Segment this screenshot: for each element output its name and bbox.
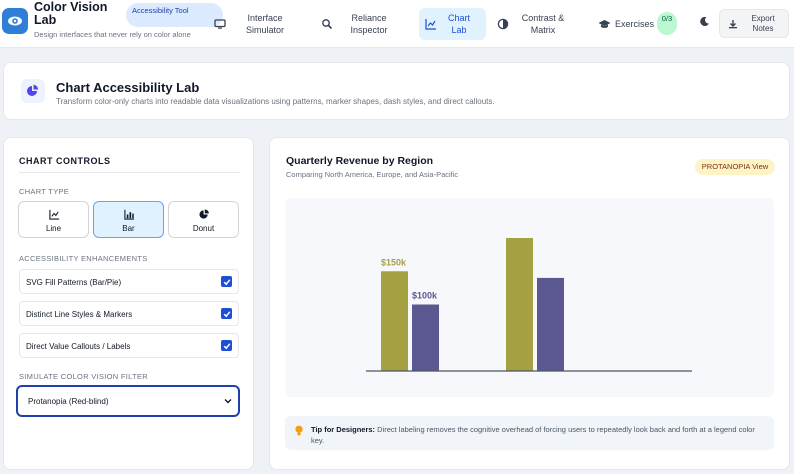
tip-body: Direct labeling removes the cognitive ov… <box>311 425 755 445</box>
chart-type-donut-button[interactable]: Donut <box>168 201 239 238</box>
nav-label: Interface Simulator <box>245 13 284 35</box>
enhancements-label: ACCESSIBILITY ENHANCEMENTS <box>19 254 148 263</box>
eye-logo-icon <box>2 8 28 34</box>
bar-series1-cat2 <box>506 238 533 371</box>
nav-reliance-inspector[interactable]: Reliance Inspector <box>318 8 410 40</box>
moon-icon[interactable] <box>699 16 710 27</box>
nav-label: Chart Lab <box>447 13 470 35</box>
line-chart-icon <box>49 209 60 220</box>
chart-type-label: Bar <box>122 224 135 233</box>
monitor-icon <box>214 19 226 29</box>
toggle-label: Direct Value Callouts / Labels <box>26 342 131 351</box>
fill-patterns-toggle[interactable]: SVG Fill Patterns (Bar/Pie) <box>19 269 239 294</box>
nav-contrast-matrix[interactable]: Contrast & Matrix <box>494 8 578 40</box>
nav-chart-lab[interactable]: Chart Lab <box>419 8 486 40</box>
checkbox-checked[interactable] <box>221 276 232 287</box>
chart-type-label: CHART TYPE <box>19 187 70 196</box>
chart-controls-panel: CHART CONTROLS CHART TYPE Line Bar Donut… <box>3 137 254 470</box>
toggle-label: SVG Fill Patterns (Bar/Pie) <box>26 278 122 287</box>
lightbulb-icon <box>295 425 303 436</box>
chevron-down-icon <box>224 399 232 404</box>
nav-label: Exercises <box>615 19 655 29</box>
search-icon <box>322 19 333 30</box>
contrast-icon <box>497 18 509 30</box>
export-notes-button[interactable]: Export Notes <box>719 9 789 38</box>
color-vision-filter-select[interactable]: Protanopia (Red-blind) <box>16 385 240 417</box>
bar-series2-cat2 <box>537 277 564 371</box>
chart-panel: Quarterly Revenue by Region Comparing No… <box>269 137 790 470</box>
chart-type-label: Donut <box>192 224 215 233</box>
bar-chart-icon <box>124 209 135 220</box>
bar-chart: $150k $100k <box>366 238 692 372</box>
export-notes-label: Export Notes <box>751 13 775 33</box>
nav-interface-simulator[interactable]: Interface Simulator <box>211 8 301 40</box>
lab-banner: Chart Accessibility Lab Transform color-… <box>3 62 790 120</box>
line-styles-toggle[interactable]: Distinct Line Styles & Markers <box>19 301 239 326</box>
nav-label: Contrast & Matrix <box>521 13 565 35</box>
value-callouts-toggle[interactable]: Direct Value Callouts / Labels <box>19 333 239 358</box>
lab-subtitle: Transform color-only charts into readabl… <box>56 97 495 106</box>
pie-chart-icon <box>21 79 45 103</box>
designer-tip: Tip for Designers: Direct labeling remov… <box>285 416 774 450</box>
app-title: Color Vision Lab <box>34 0 108 27</box>
chart-plot-area: $150k $100k <box>285 198 774 397</box>
tip-bold: Tip for Designers: <box>311 425 376 434</box>
download-icon <box>729 19 737 28</box>
chart-title: Quarterly Revenue by Region <box>286 155 434 167</box>
tip-text: Tip for Designers: Direct labeling remov… <box>311 424 761 446</box>
chart-type-line-button[interactable]: Line <box>18 201 89 238</box>
bar-series1-cat1 <box>381 271 408 371</box>
app-subtitle: Design interfaces that never rely on col… <box>34 30 191 39</box>
checkbox-checked[interactable] <box>221 308 232 319</box>
pie-chart-icon <box>199 209 209 219</box>
checkbox-checked[interactable] <box>221 340 232 351</box>
nav-label: Reliance Inspector <box>350 13 388 35</box>
controls-heading: CHART CONTROLS <box>19 156 111 166</box>
bar-value-label: $150k <box>381 257 407 267</box>
nav-exercises[interactable]: Exercises <box>596 8 654 40</box>
graduation-cap-icon <box>598 20 611 28</box>
filter-selected-value: Protanopia (Red-blind) <box>28 397 109 406</box>
accessibility-tool-badge: Accessibility Tool <box>126 3 223 27</box>
bar-series2-cat1 <box>412 304 439 371</box>
divider <box>19 172 240 173</box>
chart-subtitle: Comparing North America, Europe, and Asi… <box>286 170 459 179</box>
line-chart-icon <box>425 19 436 30</box>
chart-type-label: Line <box>45 224 62 233</box>
filter-label: SIMULATE COLOR VISION FILTER <box>19 372 148 381</box>
lab-title: Chart Accessibility Lab <box>56 80 200 95</box>
chart-type-bar-button[interactable]: Bar <box>93 201 164 238</box>
bar-value-label: $100k <box>412 291 438 301</box>
exercise-progress-badge: 0/3 <box>657 12 677 35</box>
protanopia-view-badge: PROTANOPIA View <box>695 159 775 175</box>
app-header: Color Vision Lab Design interfaces that … <box>0 0 794 48</box>
toggle-label: Distinct Line Styles & Markers <box>26 310 133 319</box>
